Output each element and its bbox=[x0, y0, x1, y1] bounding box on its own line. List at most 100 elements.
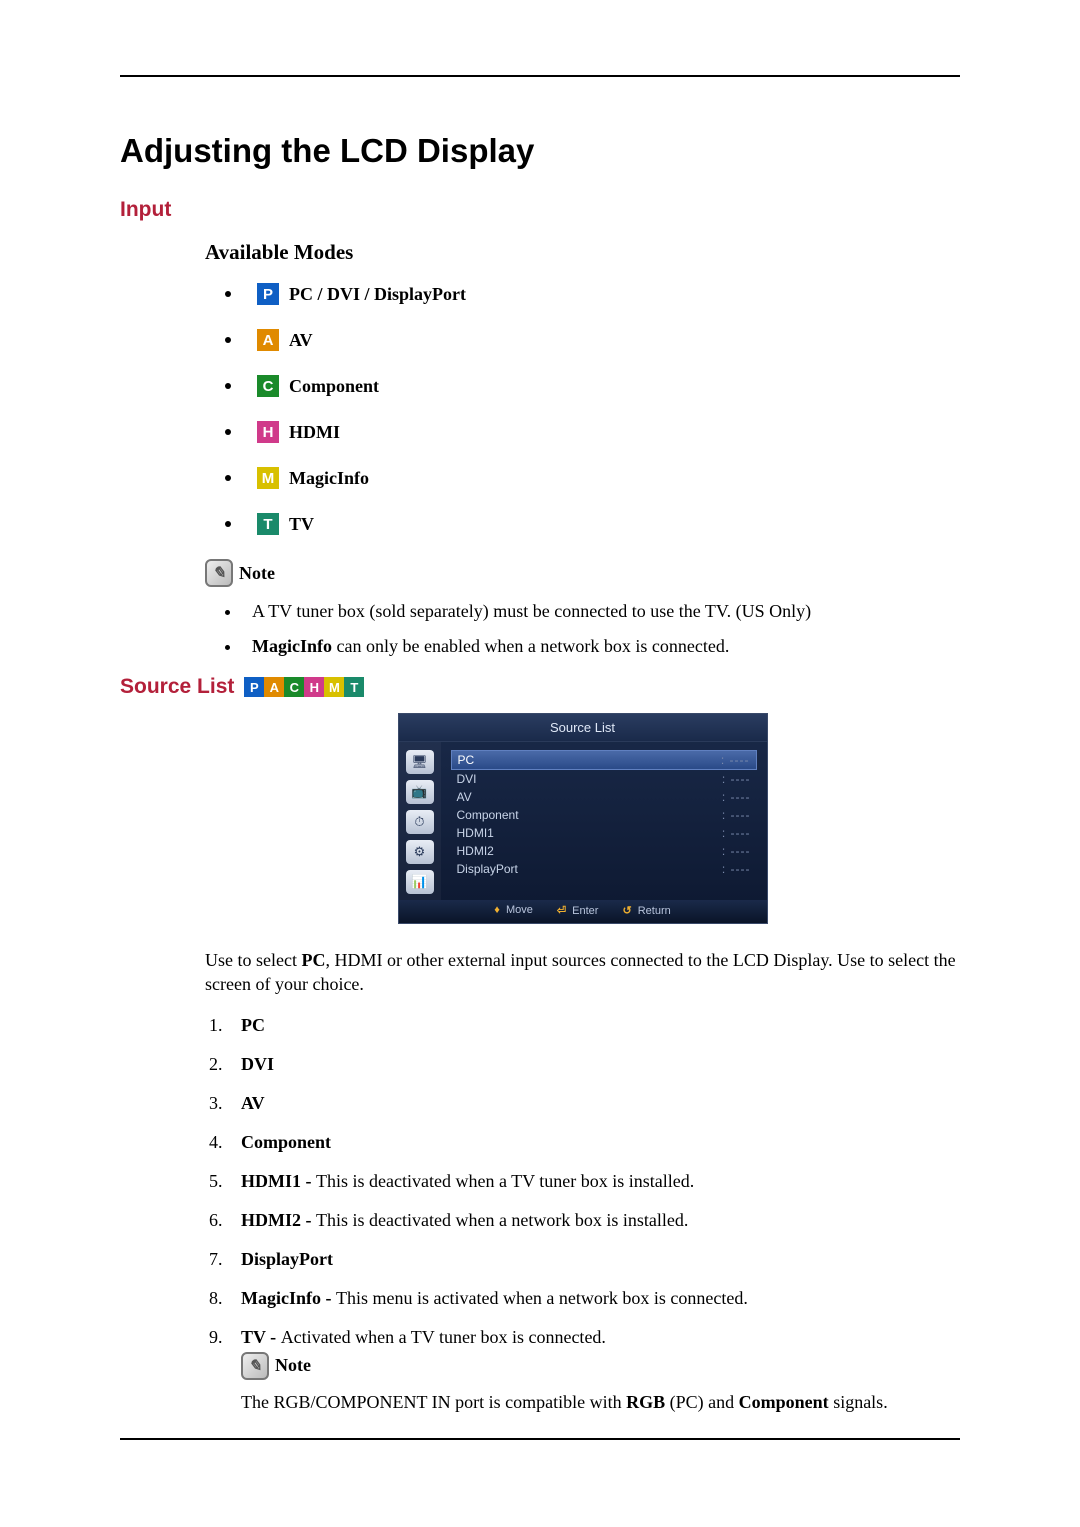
osd-source-list: PC : ---- DVI : ---- AV : ---- Component : ----… bbox=[441, 742, 767, 900]
source-item-lead: PC bbox=[241, 1015, 265, 1035]
mode-badge-a-icon: A bbox=[264, 677, 284, 697]
osd-row: DisplayPort : ---- bbox=[451, 860, 757, 878]
desc-part-a: Use to select bbox=[205, 950, 301, 970]
osd-row-status: : ---- bbox=[722, 862, 751, 876]
desc-part-b: PC bbox=[301, 950, 325, 970]
source-list-item: HDMI2 - This is deactivated when a netwo… bbox=[227, 1210, 960, 1231]
source-item-footnote: The RGB/COMPONENT IN port is compatible … bbox=[241, 1392, 960, 1413]
page: Adjusting the LCD Display Input Availabl… bbox=[0, 0, 1080, 1500]
note-item: A TV tuner box (sold separately) must be… bbox=[225, 601, 960, 622]
mode-badge-p-icon: P bbox=[244, 677, 264, 697]
source-item-lead: DVI bbox=[241, 1054, 274, 1074]
mode-label: AV bbox=[289, 330, 313, 351]
top-rule bbox=[120, 75, 960, 77]
mode-badge-p-icon: P bbox=[257, 283, 279, 305]
osd-row: AV : ---- bbox=[451, 788, 757, 806]
mode-badge-m-icon: M bbox=[324, 677, 344, 697]
bullet-icon bbox=[225, 475, 231, 481]
input-content: Available Modes PPC / DVI / DisplayPort A… bbox=[205, 240, 960, 657]
available-modes-heading: Available Modes bbox=[205, 240, 960, 265]
available-modes-list: PPC / DVI / DisplayPort A AV C Component H HDM… bbox=[205, 283, 960, 535]
mode-badge-h-icon: H bbox=[304, 677, 324, 697]
mode-item: PPC / DVI / DisplayPort bbox=[225, 283, 960, 305]
mode-label: TV bbox=[289, 514, 314, 535]
section-heading-source-list: Source List PACHMT bbox=[120, 675, 960, 699]
osd-row-name: AV bbox=[457, 790, 472, 804]
osd-row-status: : ---- bbox=[722, 844, 751, 858]
bullet-icon bbox=[225, 291, 231, 297]
osd-row-status: : ---- bbox=[722, 808, 751, 822]
osd-row-name: HDMI2 bbox=[457, 844, 494, 858]
source-item-lead: HDMI2 - bbox=[241, 1210, 316, 1230]
osd-footer-hint: ♦ Move bbox=[494, 904, 533, 917]
osd-side-icon: ⚙ bbox=[406, 840, 434, 864]
osd-footer: ♦ Move⏎ Enter↺ Return bbox=[399, 900, 767, 923]
page-title: Adjusting the LCD Display bbox=[120, 132, 960, 170]
osd-row: HDMI2 : ---- bbox=[451, 842, 757, 860]
note-icon: ✎ bbox=[205, 559, 233, 587]
source-item-lead: DisplayPort bbox=[241, 1249, 333, 1269]
osd-row-name: HDMI1 bbox=[457, 826, 494, 840]
source-list-heading-text: Source List bbox=[120, 675, 234, 699]
source-list-item: Component bbox=[227, 1132, 960, 1153]
note-item: MagicInfo can only be enabled when a net… bbox=[225, 636, 960, 657]
osd-side-icons: 🖥📺⏱⚙📊 bbox=[399, 742, 441, 900]
mode-label: HDMI bbox=[289, 422, 340, 443]
source-list-description: Use to select PC, HDMI or other external… bbox=[205, 948, 960, 997]
source-item-rest: This is deactivated when a TV tuner box … bbox=[316, 1171, 694, 1191]
osd-row-name: PC bbox=[458, 753, 475, 767]
mode-item: H HDMI bbox=[225, 421, 960, 443]
mode-badge-t-icon: T bbox=[257, 513, 279, 535]
osd-row-status: : ---- bbox=[722, 772, 751, 786]
osd-row: Component : ---- bbox=[451, 806, 757, 824]
source-item-lead: MagicInfo - bbox=[241, 1288, 336, 1308]
source-item-rest: This is deactivated when a network box i… bbox=[316, 1210, 688, 1230]
mode-badge-h-icon: H bbox=[257, 421, 279, 443]
osd-row-name: Component bbox=[457, 808, 519, 822]
osd-title: Source List bbox=[399, 714, 767, 742]
source-list-badge-strip: PACHMT bbox=[244, 677, 364, 697]
osd-side-icon: 🖥 bbox=[406, 750, 434, 774]
mode-badge-a-icon: A bbox=[257, 329, 279, 351]
source-item-lead: TV - bbox=[241, 1327, 281, 1347]
osd-row-status: : ---- bbox=[722, 826, 751, 840]
source-list-item: TV - Activated when a TV tuner box is co… bbox=[227, 1327, 960, 1413]
source-list-item: DVI bbox=[227, 1054, 960, 1075]
mode-item: T TV bbox=[225, 513, 960, 535]
note-icon: ✎ bbox=[241, 1352, 269, 1380]
bullet-icon bbox=[225, 337, 231, 343]
osd-row-name: DisplayPort bbox=[457, 862, 518, 876]
osd-row: HDMI1 : ---- bbox=[451, 824, 757, 842]
mode-badge-c-icon: C bbox=[257, 375, 279, 397]
source-ordered-list: PC DVI AV Component HDMI1 - This is deactiva… bbox=[205, 1015, 960, 1413]
osd-row: DVI : ---- bbox=[451, 770, 757, 788]
osd-body: 🖥📺⏱⚙📊 PC: ----DVI: ----AV: ----Component… bbox=[399, 742, 767, 900]
mode-item: M MagicInfo bbox=[225, 467, 960, 489]
mode-label: MagicInfo bbox=[289, 468, 369, 489]
bottom-rule bbox=[120, 1438, 960, 1440]
note-label: Note bbox=[275, 1355, 311, 1376]
mode-label: Component bbox=[289, 376, 379, 397]
source-list-content: Source List 🖥📺⏱⚙📊 PC: ----DVI: ----AV: -… bbox=[205, 713, 960, 1413]
source-item-rest: Activated when a TV tuner box is connect… bbox=[281, 1327, 606, 1347]
bullet-icon bbox=[225, 521, 231, 527]
source-list-item: PC bbox=[227, 1015, 960, 1036]
section-heading-input: Input bbox=[120, 198, 960, 222]
osd-row-status: : ---- bbox=[722, 790, 751, 804]
source-list-item: AV bbox=[227, 1093, 960, 1114]
source-item-lead: HDMI1 - bbox=[241, 1171, 316, 1191]
source-item-rest: This menu is activated when a network bo… bbox=[336, 1288, 748, 1308]
osd-footer-hint: ⏎ Enter bbox=[557, 904, 599, 917]
source-list-item: DisplayPort bbox=[227, 1249, 960, 1270]
note-label: Note bbox=[239, 563, 275, 584]
source-item-lead: AV bbox=[241, 1093, 265, 1113]
mode-item: C Component bbox=[225, 375, 960, 397]
osd-row-name: DVI bbox=[457, 772, 477, 786]
osd-side-icon: ⏱ bbox=[406, 810, 434, 834]
mode-badge-m-icon: M bbox=[257, 467, 279, 489]
bullet-icon bbox=[225, 383, 231, 389]
note-text: MagicInfo can only be enabled when a net… bbox=[252, 636, 729, 657]
osd-side-icon: 📊 bbox=[406, 870, 434, 894]
osd-screenshot: Source List 🖥📺⏱⚙📊 PC: ----DVI: ----AV: -… bbox=[398, 713, 768, 924]
source-list-item: MagicInfo - This menu is activated when … bbox=[227, 1288, 960, 1309]
